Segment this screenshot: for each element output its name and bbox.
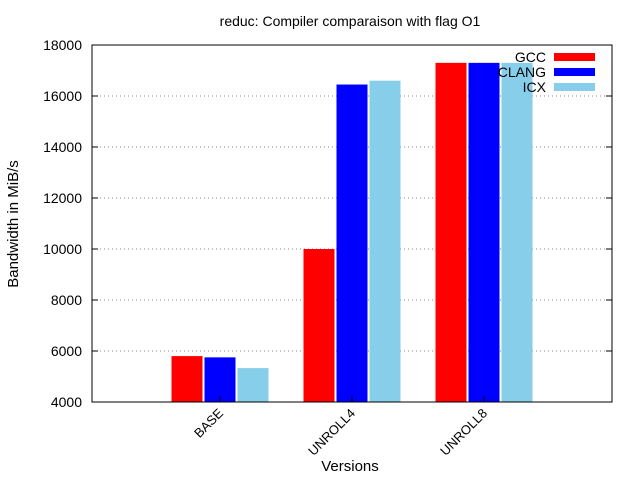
chart-title: reduc: Compiler comparaison with flag O1 <box>220 13 481 29</box>
bar-gcc-base <box>172 356 203 402</box>
bar-clang-unroll8 <box>469 63 500 402</box>
x-tick-label: UNROLL4 <box>305 406 358 459</box>
y-tick-label: 8000 <box>51 292 82 308</box>
bar-gcc-unroll4 <box>304 249 335 402</box>
legend-label: ICX <box>523 79 547 95</box>
bar-clang-base <box>205 357 236 402</box>
y-tick-label: 6000 <box>51 343 82 359</box>
bar-icx-unroll8 <box>502 63 533 402</box>
x-tick-label: BASE <box>191 405 226 440</box>
bars <box>172 63 533 402</box>
legend-swatch-icx <box>554 83 595 91</box>
legend-label: GCC <box>515 49 546 65</box>
y-tick-label: 16000 <box>43 88 82 104</box>
y-tick-label: 4000 <box>51 394 82 410</box>
y-tick-label: 14000 <box>43 139 82 155</box>
x-tick-label: UNROLL8 <box>437 406 490 459</box>
bar-icx-base <box>238 368 269 402</box>
bar-icx-unroll4 <box>370 81 401 402</box>
x-axis: BASE UNROLL4 UNROLL8 <box>191 396 490 459</box>
y-tick-label: 12000 <box>43 190 82 206</box>
y-tick-label: 18000 <box>43 37 82 53</box>
legend-swatch-clang <box>554 68 595 76</box>
y-axis-label: Bandwidth in MiB/s <box>5 160 22 288</box>
bar-clang-unroll4 <box>337 85 368 402</box>
x-axis-label: Versions <box>321 458 379 475</box>
legend-swatch-gcc <box>554 53 595 61</box>
bar-gcc-unroll8 <box>436 63 467 402</box>
legend-label: CLANG <box>498 64 546 80</box>
y-tick-label: 10000 <box>43 241 82 257</box>
